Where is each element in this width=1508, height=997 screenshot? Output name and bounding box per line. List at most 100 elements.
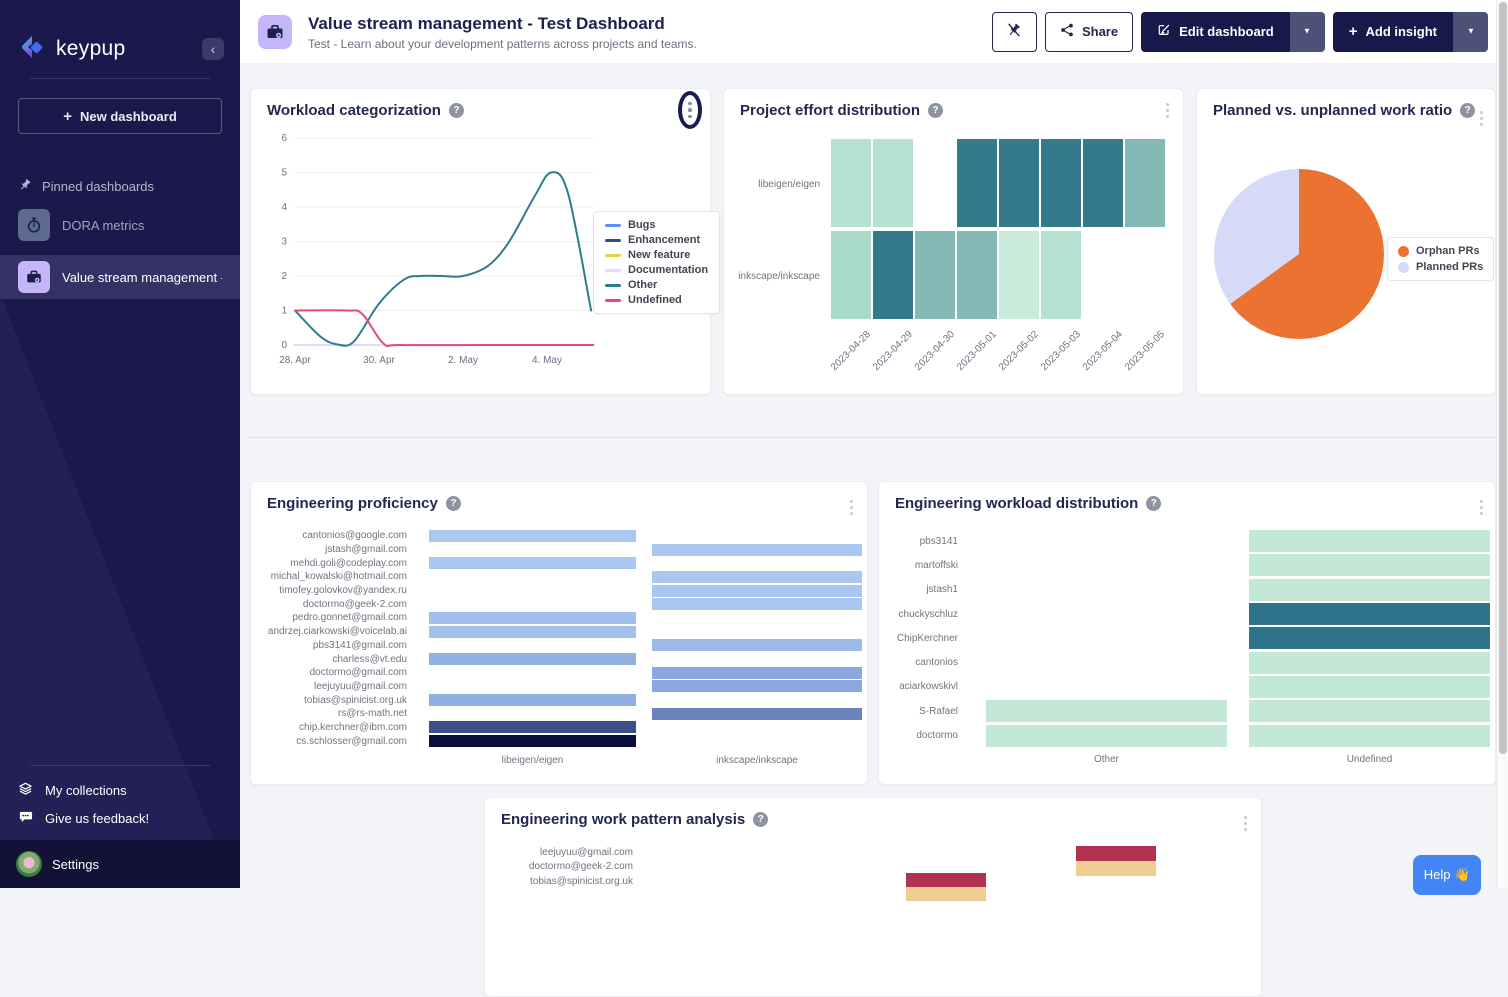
- heatmap-cell: [1249, 554, 1490, 577]
- heatmap-cell: [999, 139, 1039, 227]
- heatmap-bar: [1249, 627, 1490, 650]
- heatmap-cell: [873, 231, 913, 319]
- date-label: 2023-05-05: [1122, 329, 1167, 373]
- new-dashboard-button[interactable]: + New dashboard: [18, 98, 222, 134]
- card-workload-categorization: Workload categorization ? 0 1 2 3 4 5 6 28. Apr…: [250, 88, 721, 395]
- card-menu-button[interactable]: [1476, 107, 1487, 130]
- help-icon[interactable]: ?: [1460, 103, 1476, 118]
- heatmap-cell: [1041, 139, 1081, 227]
- help-icon[interactable]: ?: [445, 496, 461, 511]
- heatmap-cell: [957, 231, 997, 319]
- heatmap-bar: [429, 557, 636, 570]
- heatmap-cell: [1249, 675, 1490, 698]
- pie-legend: Orphan PRs Planned PRs: [1387, 237, 1495, 281]
- heatmap-row: pbs3141: [885, 529, 1490, 553]
- legend-swatch: [605, 253, 621, 257]
- x-tick-label: 28. Apr: [279, 355, 311, 366]
- share-button[interactable]: Share: [1044, 11, 1134, 52]
- heatmap-bar: [1249, 651, 1490, 674]
- legend-item[interactable]: Enhancement: [605, 234, 708, 246]
- legend-item[interactable]: Other: [605, 279, 708, 291]
- legend-item[interactable]: Orphan PRs: [1398, 245, 1483, 257]
- help-icon[interactable]: ?: [1146, 496, 1162, 511]
- heatmap-date-cell: 2023-05-01: [955, 325, 999, 385]
- row-label: doctormo@gmail.com: [309, 667, 407, 679]
- legend-item[interactable]: Planned PRs: [1398, 261, 1483, 273]
- card-engineering-workload-distribution: Engineering workload distribution ? pbs3…: [878, 481, 1496, 785]
- card-menu-button[interactable]: [1162, 99, 1173, 122]
- heatmap-cell: [986, 700, 1227, 723]
- line-chart: 0 1 2 3 4 5 6 28. Apr 30. Apr 2. May 4. May: [279, 133, 595, 366]
- legend-label: Bugs: [628, 219, 656, 231]
- help-icon[interactable]: ?: [753, 812, 769, 827]
- edit-dashboard-caret[interactable]: ▼: [1289, 11, 1325, 52]
- series-line-other: [294, 171, 593, 347]
- legend-label: Documentation: [628, 264, 709, 276]
- legend-item[interactable]: New feature: [605, 249, 708, 261]
- card-menu-button-focused[interactable]: [678, 91, 702, 129]
- card-title: Engineering proficiency: [267, 495, 438, 512]
- row-label: michal_kowalski@hotmail.com: [270, 571, 407, 583]
- unpin-button[interactable]: [991, 11, 1037, 52]
- heatmap-cell: [429, 557, 636, 570]
- share-label: Share: [1081, 24, 1119, 39]
- heatmap-row: [831, 231, 1165, 319]
- sidebar-item-dora-metrics[interactable]: DORA metrics: [0, 203, 240, 247]
- edit-dashboard-label: Edit dashboard: [1179, 24, 1274, 39]
- legend-item[interactable]: Undefined: [605, 294, 708, 306]
- card-menu-button[interactable]: [1240, 812, 1251, 835]
- heatmap-bar: [652, 680, 862, 693]
- card-menu-button[interactable]: [846, 496, 857, 519]
- sidebar-item-label: Value stream management -...: [62, 269, 222, 285]
- heatmap-row: andrzej.ciarkowski@voicelab.ai: [257, 625, 862, 639]
- window-scrollbar: [1496, 0, 1508, 888]
- help-icon[interactable]: ?: [448, 103, 464, 118]
- heatmap-row: cantonios: [885, 650, 1490, 674]
- scrollbar-thumb[interactable]: [1499, 2, 1507, 754]
- edit-dashboard-button[interactable]: Edit dashboard: [1141, 11, 1290, 52]
- add-insight-label: Add insight: [1365, 24, 1438, 39]
- settings-button[interactable]: Settings: [0, 840, 240, 888]
- legend-item[interactable]: Documentation: [605, 264, 708, 276]
- heatmap-row: cantonios@google.com: [257, 529, 862, 543]
- toolbox-gear-icon: [18, 261, 50, 293]
- heatmap-bar: [429, 721, 636, 734]
- row-label: pedro.gonnet@gmail.com: [292, 612, 407, 624]
- heatmap-cell: [873, 139, 913, 227]
- card-engineering-proficiency: Engineering proficiency ? cantonios@goog…: [250, 481, 868, 785]
- add-insight-caret[interactable]: ▼: [1453, 11, 1488, 52]
- plus-icon: +: [63, 107, 72, 125]
- heatmap-bar: [652, 639, 862, 652]
- heatmap-cell: [1041, 231, 1081, 319]
- legend-swatch: [605, 268, 621, 272]
- heatmap-column-labels: Other Undefined: [885, 754, 1490, 765]
- keypup-logo-icon: [18, 34, 48, 64]
- my-collections-link[interactable]: My collections: [0, 776, 240, 804]
- y-tick-label: 6: [281, 133, 287, 144]
- heatmap-row: michal_kowalski@hotmail.com: [257, 570, 862, 584]
- heatmap-bar: [986, 700, 1227, 723]
- card-menu-button[interactable]: [1476, 496, 1487, 519]
- legend-label: Undefined: [628, 294, 682, 306]
- chart-legend: Bugs Enhancement New feature Documentation O…: [593, 211, 721, 314]
- row-label: timofey.golovkov@yandex.ru: [279, 585, 407, 597]
- heatmap-row: pedro.gonnet@gmail.com: [257, 611, 862, 625]
- sidebar-collapse-button[interactable]: ‹: [202, 38, 224, 60]
- heatmap-bar: [1249, 724, 1490, 747]
- heatmap-bar: [652, 543, 862, 556]
- legend-item[interactable]: Bugs: [605, 219, 708, 231]
- heatmap-row: rs@rs-math.net: [257, 707, 862, 721]
- add-insight-button[interactable]: + Add insight: [1332, 11, 1453, 52]
- heatmap-date-cell: 2023-05-05: [1122, 325, 1167, 385]
- plus-icon: +: [1348, 23, 1358, 40]
- edit-icon: [1157, 23, 1171, 40]
- heatmap-grid: [831, 139, 1165, 319]
- help-icon[interactable]: ?: [928, 103, 943, 118]
- heatmap-row: tobias@spinicist.org.uk: [257, 693, 862, 707]
- sidebar-item-value-stream[interactable]: Value stream management -...: [0, 255, 240, 299]
- feedback-link[interactable]: Give us feedback!: [0, 804, 240, 832]
- legend-label: Other: [628, 279, 658, 291]
- series-line-undefined: [294, 309, 595, 348]
- heatmap-row: jstash@gmail.com: [257, 543, 862, 557]
- heatmap-row-label: inkscape/inkscape: [738, 271, 820, 282]
